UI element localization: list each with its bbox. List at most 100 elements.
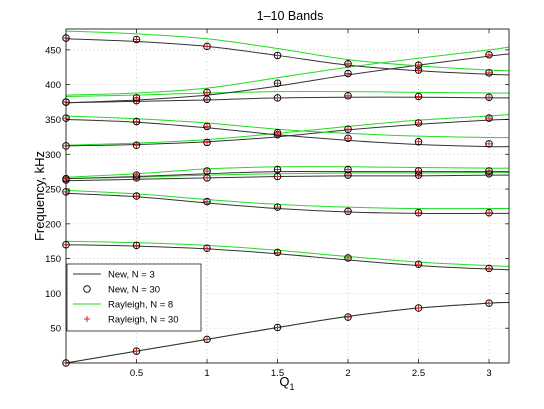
- y-tick-label: 350: [45, 115, 61, 126]
- y-tick-label: 200: [45, 219, 61, 230]
- legend-circle-swatch: [83, 285, 91, 293]
- y-tick-label: 400: [45, 80, 61, 91]
- new-n30-marker: [203, 167, 211, 175]
- new-n30-marker: [414, 119, 423, 127]
- x-tick-label: 2.5: [412, 368, 425, 379]
- rayleigh-n30-marker: [204, 123, 211, 130]
- new-n30-marker: [273, 79, 282, 88]
- new-n30-marker: [132, 117, 141, 126]
- legend-label: Rayleigh, N = 8: [108, 300, 173, 311]
- legend-label: New, N = 30: [108, 285, 160, 296]
- rayleigh-n30-marker: [345, 254, 352, 261]
- x-tick-label: 3: [486, 368, 491, 379]
- rayleigh-n30-marker: [204, 198, 211, 205]
- new-n30-marker: [344, 134, 352, 142]
- x-axis-title-subscript: 1: [290, 382, 295, 392]
- rayleigh-n30-marker: [415, 209, 422, 216]
- new-n30-marker: [485, 50, 493, 59]
- rayleigh-n30-marker: [274, 94, 281, 101]
- new-n30-marker: [485, 93, 493, 101]
- rayleigh-n30-marker: [415, 305, 422, 312]
- rayleigh-n30-marker: [133, 142, 140, 149]
- rayleigh-n30-marker: [274, 324, 281, 331]
- y-tick-label: 450: [45, 45, 61, 56]
- new-n30-marker: [344, 69, 352, 78]
- rayleigh-n30-marker: [133, 172, 140, 179]
- rayleigh-n30-marker: [133, 193, 140, 199]
- rayleigh-n8-line-band-5: [65, 166, 510, 178]
- rayleigh-n8-line-band-6: [65, 114, 510, 146]
- rayleigh-n30-marker: [486, 209, 493, 216]
- rayleigh-n8-line-band-4: [65, 171, 510, 180]
- legend-label: Rayleigh, N = 30: [108, 315, 179, 326]
- new-n3-line-band-6: [65, 118, 510, 147]
- y-axis-title: Frequency, kHz: [32, 151, 47, 241]
- rayleigh-n30-marker: [133, 36, 140, 43]
- rayleigh-n30-marker: [274, 166, 281, 173]
- new-n30-marker: [414, 137, 423, 146]
- rayleigh-n30-marker: [486, 167, 493, 174]
- x-tick-labels: 0.5 1 1.5 2 2.5 3: [130, 368, 492, 379]
- x-axis-title: Q1: [279, 374, 294, 392]
- x-axis-title-main: Q: [279, 374, 289, 389]
- y-tick-label: 50: [50, 324, 61, 335]
- rayleigh-n30-marker: [345, 135, 352, 142]
- new-n30-marker: [344, 60, 352, 68]
- rayleigh-n8-line-band-9: [65, 46, 510, 96]
- rayleigh-n8-line-band-10: [65, 30, 510, 72]
- new-n3-line-band-3: [65, 192, 509, 215]
- x-tick-label: 2: [345, 368, 350, 379]
- new-n30-marker: [414, 167, 423, 175]
- new-n3-line-band-7: [65, 118, 510, 148]
- rayleigh-n30-marker: [345, 166, 352, 173]
- rayleigh-n30-marker: [345, 126, 352, 133]
- legend-item-1: New, N = 3: [73, 270, 155, 281]
- rayleigh-n30-marker: [486, 140, 493, 147]
- new-n30-marker: [132, 241, 141, 250]
- rayleigh-n30-marker: [204, 167, 211, 174]
- rayleigh-n30-marker: [415, 261, 422, 268]
- new-n30-marker: [203, 197, 211, 206]
- new-n3-line-band-2: [65, 244, 510, 271]
- new-n30-marker: [273, 165, 282, 174]
- rayleigh-n30-marker: [486, 265, 493, 272]
- rayleigh-n30-marker: [415, 167, 422, 174]
- new-n30-marker: [273, 51, 282, 60]
- rayleigh-n30-marker: [486, 115, 493, 122]
- rayleigh-n30-marker: [345, 208, 352, 215]
- new-n30-marker: [344, 254, 352, 262]
- new-n30-marker: [273, 323, 282, 332]
- rayleigh-n30-marker: [204, 139, 211, 146]
- y-tick-label: 250: [45, 185, 61, 196]
- rayleigh-n30-marker: [204, 96, 211, 103]
- new-n30-marker: [203, 335, 211, 344]
- new-n30-marker: [485, 167, 493, 175]
- legend-plus-swatch: [84, 316, 90, 322]
- new-n30-marker: [344, 165, 352, 174]
- x-tick-label: 0.5: [130, 368, 143, 379]
- rayleigh-n30-marker: [133, 94, 140, 101]
- new-n30-marker: [132, 347, 141, 355]
- new-n30-marker: [485, 114, 493, 122]
- rayleigh-n30-marker: [274, 52, 281, 59]
- new-n3-line-band-8: [65, 96, 510, 104]
- rayleigh-n30-marker: [204, 174, 211, 181]
- legend-item-4: Rayleigh, N = 30: [84, 315, 179, 326]
- rayleigh-n30-marker: [133, 118, 140, 125]
- rayleigh-n30-marker: [274, 173, 281, 180]
- legend: New, N = 3 New, N = 30 Rayleigh, N = 8 Rayl…: [66, 263, 202, 332]
- new-n30-marker: [132, 35, 141, 44]
- new-n30-marker: [203, 244, 211, 252]
- new-n3-line-band-5: [65, 170, 509, 180]
- band-lines: [65, 30, 510, 364]
- rayleigh-n30-marker: [345, 314, 352, 321]
- rayleigh-n30-marker: [345, 92, 352, 99]
- new-n30-marker: [485, 140, 493, 148]
- new-n30-marker: [344, 92, 352, 100]
- rayleigh-n30-marker: [204, 89, 211, 96]
- rayleigh-n30-marker: [486, 69, 493, 76]
- new-n30-marker: [414, 304, 423, 312]
- new-n3-line-band-1: [65, 301, 510, 364]
- rayleigh-n30-marker: [345, 70, 352, 77]
